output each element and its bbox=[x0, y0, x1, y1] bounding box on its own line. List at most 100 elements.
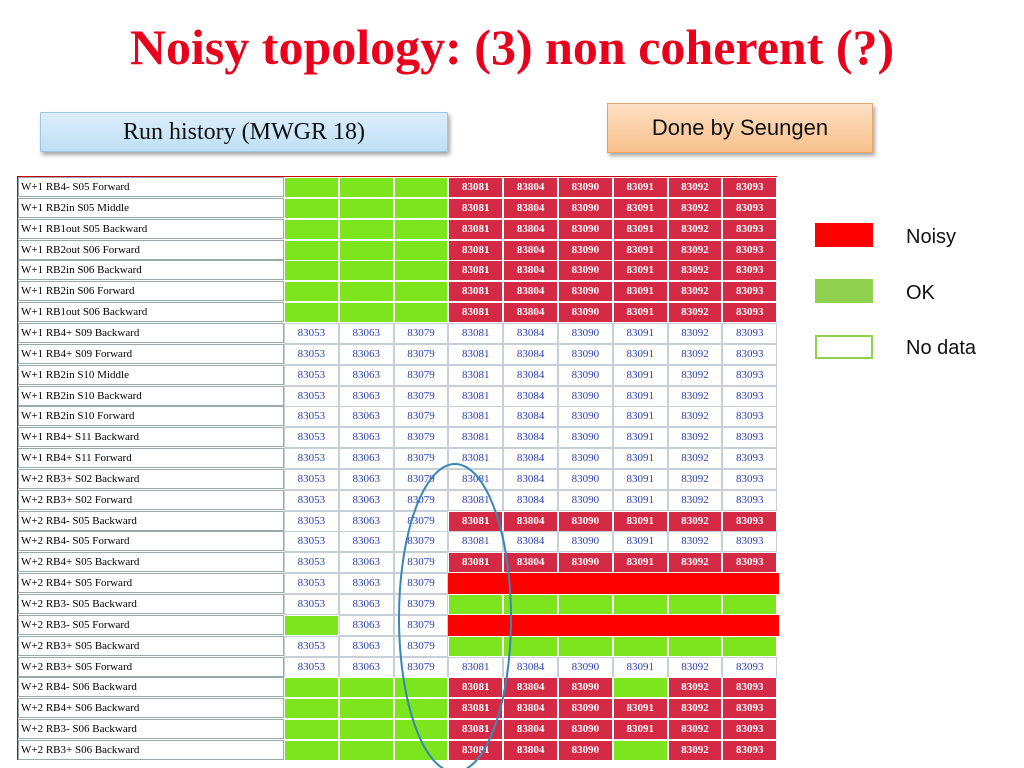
noisy-run-cell: 83093 bbox=[722, 698, 778, 720]
run-cell: 83092 bbox=[667, 364, 723, 386]
ok-cell bbox=[393, 197, 449, 219]
noisy-run-cell: 83091 bbox=[612, 197, 668, 219]
ok-cell bbox=[284, 218, 339, 240]
noisy-run-cell: 83092 bbox=[667, 197, 723, 219]
run-cell: 83091 bbox=[612, 468, 668, 490]
run-cell: 83093 bbox=[722, 343, 778, 365]
noisy-run-cell: 83092 bbox=[667, 552, 723, 574]
run-cell: 83090 bbox=[558, 531, 613, 553]
run-cell: 83063 bbox=[338, 594, 394, 615]
noisy-run-cell: 83804 bbox=[503, 197, 558, 219]
noisy-run-cell: 83093 bbox=[722, 239, 778, 261]
run-cell: 83063 bbox=[338, 406, 394, 428]
legend-nodata-swatch bbox=[815, 335, 873, 359]
ok-cell bbox=[393, 177, 449, 198]
noisy-run-cell: 83090 bbox=[558, 239, 613, 261]
run-cell: 83091 bbox=[612, 385, 668, 407]
noisy-run-cell: 83091 bbox=[612, 260, 668, 282]
row-label: W+2 RB3- S05 Backward bbox=[18, 594, 284, 614]
noisy-run-cell: 83091 bbox=[612, 302, 668, 324]
run-cell: 83063 bbox=[338, 364, 394, 386]
ok-cell bbox=[393, 239, 449, 261]
run-cell: 83063 bbox=[338, 510, 394, 532]
table-row: W+1 RB2in S10 Backward 83053 83063 83079 830… bbox=[18, 385, 778, 407]
run-cell: 83063 bbox=[338, 448, 394, 470]
run-cell: 83090 bbox=[558, 448, 613, 470]
ok-cell bbox=[338, 719, 394, 741]
row-label: W+2 RB4+ S06 Backward bbox=[18, 698, 284, 719]
legend-ok-label: OK bbox=[906, 282, 935, 304]
noisy-run-cell: 83093 bbox=[722, 510, 778, 532]
legend-noisy-label: Noisy bbox=[906, 226, 957, 248]
run-cell: 83091 bbox=[612, 489, 668, 511]
run-cell: 83081 bbox=[448, 656, 504, 678]
run-cell: 83092 bbox=[667, 427, 723, 449]
ok-cell bbox=[448, 594, 504, 615]
ok-cell bbox=[284, 739, 339, 761]
noisy-run-cell: 83081 bbox=[448, 177, 504, 198]
noisy-run-cell: 83093 bbox=[722, 552, 778, 574]
table-row: W+1 RB1out S06 Backward 83081 83804 83090 83… bbox=[18, 302, 778, 324]
run-cell: 83084 bbox=[503, 322, 558, 344]
run-cell: 83093 bbox=[722, 656, 778, 678]
noisy-run-cell: 83091 bbox=[612, 552, 668, 574]
row-label: W+1 RB2in S06 Backward bbox=[18, 260, 284, 281]
run-cell: 83063 bbox=[338, 573, 394, 595]
ok-cell bbox=[667, 594, 723, 615]
ok-cell bbox=[338, 260, 394, 282]
row-label: W+1 RB4+ S09 Backward bbox=[18, 322, 284, 343]
row-label: W+2 RB3- S05 Forward bbox=[18, 614, 284, 635]
run-cell: 83093 bbox=[722, 448, 778, 470]
ok-cell bbox=[558, 635, 613, 657]
ok-cell bbox=[393, 218, 449, 240]
row-label: W+1 RB4+ S11 Backward bbox=[18, 427, 284, 448]
ok-cell bbox=[284, 614, 339, 636]
run-cell: 83092 bbox=[667, 385, 723, 407]
table-row: W+2 RB4- S06 Backward 83081 83804 83090 8309… bbox=[18, 677, 778, 699]
run-cell: 83084 bbox=[503, 343, 558, 365]
noisy-run-cell: 83090 bbox=[558, 677, 613, 699]
ok-cell bbox=[338, 739, 394, 761]
run-cell: 83091 bbox=[612, 364, 668, 386]
row-label: W+2 RB4+ S05 Backward bbox=[18, 552, 284, 573]
row-label: W+2 RB4+ S05 Forward bbox=[18, 573, 284, 594]
row-label: W+2 RB4- S05 Backward bbox=[18, 510, 284, 531]
noisy-run-cell: 83081 bbox=[448, 698, 504, 720]
noisy-run-cell: 83090 bbox=[558, 281, 613, 303]
row-label: W+2 RB4- S05 Forward bbox=[18, 531, 284, 552]
run-cell: 83053 bbox=[284, 322, 339, 344]
run-cell: 83084 bbox=[503, 364, 558, 386]
noisy-run-cell: 83081 bbox=[448, 197, 504, 219]
noisy-run-cell: 83090 bbox=[558, 197, 613, 219]
run-cell: 83090 bbox=[558, 468, 613, 490]
noisy-run-cell: 83092 bbox=[667, 260, 723, 282]
ok-cell bbox=[338, 197, 394, 219]
run-cell: 83084 bbox=[503, 531, 558, 553]
noisy-run-cell: 83081 bbox=[448, 302, 504, 324]
table-row: W+1 RB2out S06 Forward 83081 83804 83090 830… bbox=[18, 239, 778, 261]
noisy-run-cell: 83804 bbox=[503, 698, 558, 720]
run-cell: 83053 bbox=[284, 468, 339, 490]
run-cell: 83081 bbox=[448, 343, 504, 365]
run-cell: 83090 bbox=[558, 656, 613, 678]
run-cell: 83091 bbox=[612, 531, 668, 553]
ok-cell bbox=[284, 302, 339, 324]
run-cell: 83090 bbox=[558, 406, 613, 428]
ok-cell bbox=[284, 719, 339, 741]
run-cell: 83053 bbox=[284, 635, 339, 657]
noisy-run-cell: 83093 bbox=[722, 197, 778, 219]
ok-cell bbox=[393, 698, 449, 720]
run-cell: 83063 bbox=[338, 343, 394, 365]
noisy-run-cell: 83091 bbox=[612, 177, 668, 198]
run-cell: 83079 bbox=[393, 322, 449, 344]
run-cell: 83090 bbox=[558, 489, 613, 511]
run-cell: 83091 bbox=[612, 656, 668, 678]
row-label: W+1 RB4+ S11 Forward bbox=[18, 448, 284, 469]
ok-cell bbox=[284, 260, 339, 282]
noisy-run-cell: 83092 bbox=[667, 177, 723, 198]
slide-title: Noisy topology: (3) non coherent (?) bbox=[129, 19, 895, 75]
ok-cell bbox=[393, 677, 449, 699]
noisy-run-cell: 83081 bbox=[448, 239, 504, 261]
noisy-run-cell: 83090 bbox=[558, 302, 613, 324]
run-cell: 83090 bbox=[558, 322, 613, 344]
